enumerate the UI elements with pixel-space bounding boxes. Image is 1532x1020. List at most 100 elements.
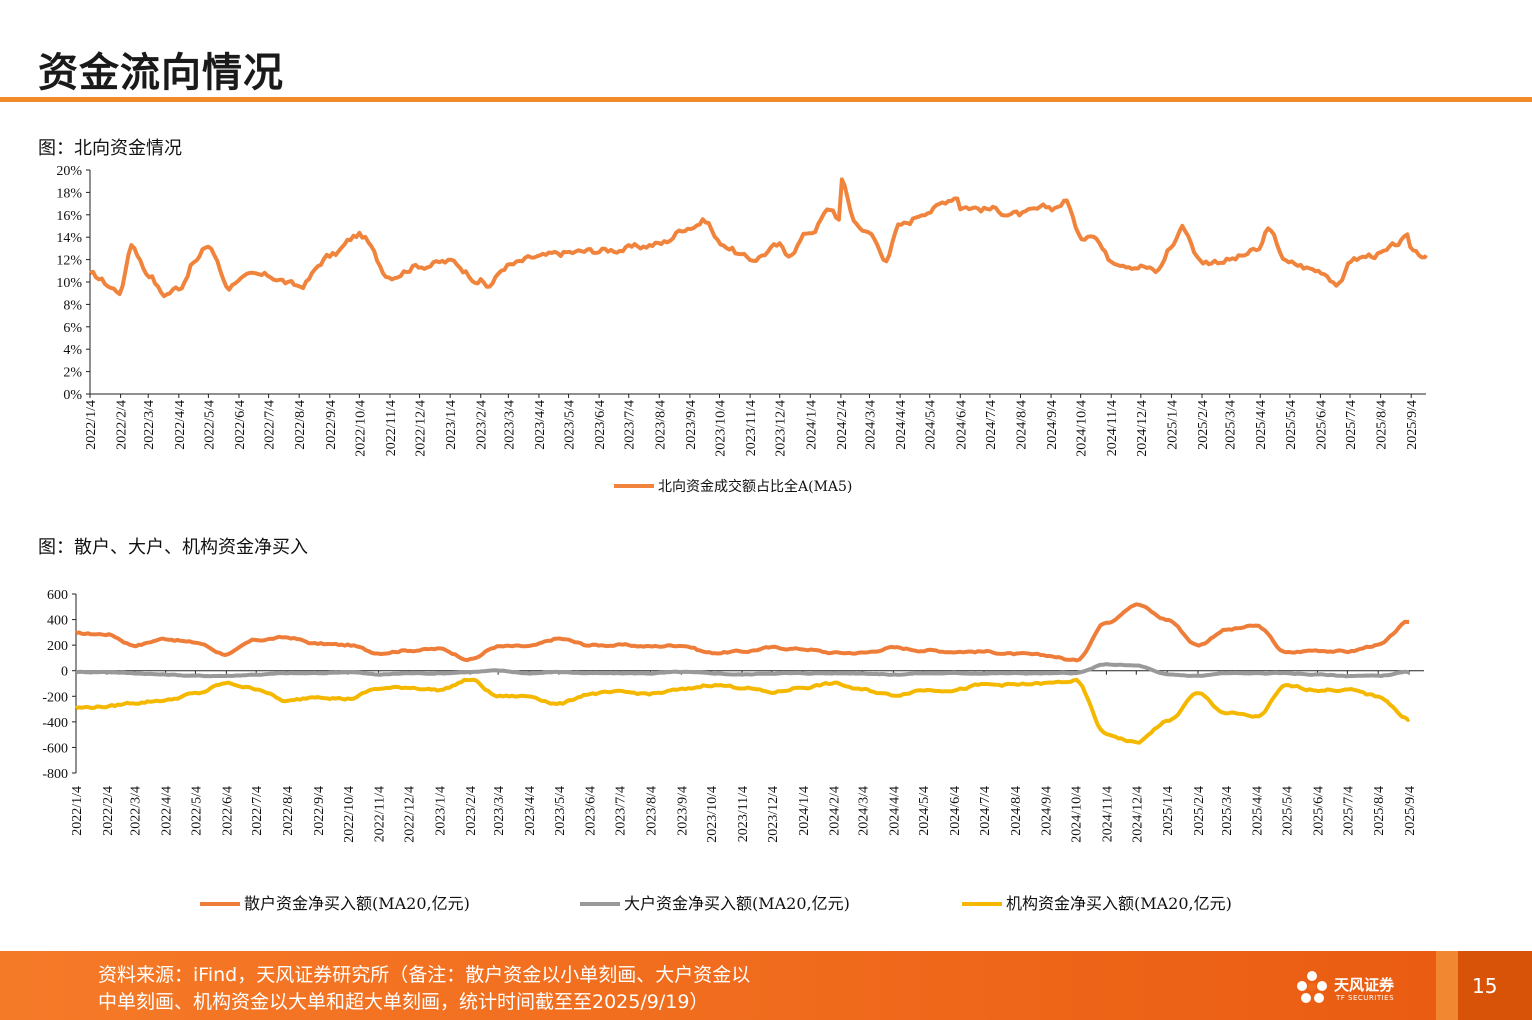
y-tick-label: 400 (47, 614, 68, 629)
x-tick-label: 2023/9/4 (684, 400, 699, 450)
y-tick-label: 20% (56, 164, 82, 179)
x-tick-label: 2022/3/4 (129, 786, 144, 836)
x-tick-label: 2023/4/4 (533, 400, 548, 450)
y-tick-label: 8% (63, 298, 82, 313)
x-tick-label: 2023/10/4 (714, 400, 729, 457)
x-tick-label: 2023/4/4 (523, 786, 538, 836)
x-tick-label: 2024/5/4 (924, 400, 939, 450)
x-tick-label: 2023/8/4 (653, 400, 668, 450)
x-tick-label: 2024/11/4 (1105, 400, 1120, 456)
source-note-line2: 中单刻画、机构资金以大单和超大单刻画，统计时间截至至2025/9/19） (98, 991, 709, 1013)
x-tick-label: 2023/2/4 (464, 786, 479, 836)
y-tick-label: 10% (56, 276, 82, 291)
x-tick-label: 2024/6/4 (954, 400, 969, 450)
x-tick-label: 2024/7/4 (978, 786, 993, 836)
x-tick-label: 2023/11/4 (744, 400, 759, 456)
x-tick-label: 2023/9/4 (675, 786, 690, 836)
x-tick-label: 2023/7/4 (614, 786, 629, 836)
x-tick-label: 2024/7/4 (984, 400, 999, 450)
x-tick-label: 2024/9/4 (1040, 786, 1055, 836)
x-tick-label: 2023/7/4 (623, 400, 638, 450)
x-tick-label: 2022/6/4 (233, 400, 248, 450)
series-line-3 (75, 677, 1411, 745)
x-tick-label: 2025/6/4 (1311, 786, 1326, 836)
x-tick-label: 2025/1/4 (1165, 400, 1180, 450)
x-tick-label: 2022/5/4 (202, 400, 217, 450)
y-tick-label: 6% (63, 321, 82, 336)
x-tick-label: 2024/2/4 (835, 400, 850, 450)
x-tick-label: 2022/11/4 (384, 400, 399, 456)
x-tick-label: 2022/2/4 (115, 400, 130, 450)
x-tick-label: 2022/12/4 (414, 400, 429, 457)
x-tick-label: 2025/3/4 (1224, 400, 1239, 450)
x-tick-label: 2023/10/4 (705, 786, 720, 843)
x-tick-label: 2022/3/4 (142, 400, 157, 450)
x-tick-label: 2025/6/4 (1314, 400, 1329, 450)
x-tick-label: 2023/6/4 (593, 400, 608, 450)
x-tick-label: 2023/3/4 (502, 400, 517, 450)
x-tick-label: 2023/8/4 (644, 786, 659, 836)
x-tick-label: 2024/5/4 (917, 786, 932, 836)
x-tick-label: 2023/2/4 (475, 400, 490, 450)
x-tick-label: 2025/1/4 (1161, 786, 1176, 836)
x-tick-label: 2022/12/4 (403, 786, 418, 843)
x-tick-label: 2025/8/4 (1372, 786, 1387, 836)
figure1-caption: 图：北向资金情况 (38, 138, 182, 159)
x-tick-label: 2022/1/4 (70, 786, 85, 836)
x-tick-label: 2024/3/4 (863, 400, 878, 450)
y-tick-label: 16% (56, 209, 82, 224)
x-tick-label: 2022/10/4 (342, 786, 357, 843)
y-tick-label: 0 (61, 665, 68, 680)
x-tick-label: 2022/1/4 (84, 400, 99, 450)
x-tick-label: 2024/11/4 (1100, 786, 1115, 842)
source-note: 资料来源：iFind，天风证券研究所（备注：散户资金以小单刻画、大户资金以 中单… (98, 962, 998, 1016)
x-tick-label: 2022/8/4 (281, 786, 296, 836)
logo-flower-icon (1297, 971, 1327, 1003)
x-tick-label: 2022/9/4 (312, 786, 327, 836)
x-tick-label: 2025/8/4 (1375, 400, 1390, 450)
x-tick-label: 2024/9/4 (1045, 400, 1060, 450)
x-tick-label: 2025/5/4 (1284, 400, 1299, 450)
x-tick-label: 2022/6/4 (220, 786, 235, 836)
x-tick-label: 2025/2/4 (1196, 400, 1211, 450)
x-tick-label: 2024/6/4 (948, 786, 963, 836)
footer-background (0, 951, 1532, 1020)
y-tick-label: 600 (47, 588, 68, 603)
y-tick-label: -200 (42, 690, 68, 705)
legend-label-3: 机构资金净买入额(MA20,亿元) (1006, 894, 1232, 913)
x-tick-label: 2023/11/4 (736, 786, 751, 842)
x-tick-label: 2024/1/4 (804, 400, 819, 450)
x-tick-label: 2022/5/4 (189, 786, 204, 836)
x-tick-label: 2022/7/4 (263, 400, 278, 450)
x-tick-label: 2024/12/4 (1130, 786, 1145, 843)
x-tick-label: 2024/4/4 (894, 400, 909, 450)
y-tick-label: 14% (56, 231, 82, 246)
legend-label-1: 北向资金成交额占比全A(MA5) (658, 478, 852, 495)
y-tick-label: 2% (63, 366, 82, 381)
x-tick-label: 2023/5/4 (563, 400, 578, 450)
y-tick-label: 12% (56, 254, 82, 269)
x-tick-label: 2023/1/4 (444, 400, 459, 450)
x-tick-label: 2024/1/4 (797, 786, 812, 836)
x-tick-label: 2025/5/4 (1281, 786, 1296, 836)
y-tick-label: 18% (56, 186, 82, 201)
series-line-1 (89, 177, 1428, 299)
page-number: 15 (1472, 974, 1498, 998)
x-tick-label: 2025/7/4 (1341, 786, 1356, 836)
x-tick-label: 2024/10/4 (1070, 786, 1085, 843)
x-tick-label: 2024/8/4 (1009, 786, 1024, 836)
x-tick-label: 2024/2/4 (828, 786, 843, 836)
x-tick-label: 2025/4/4 (1254, 400, 1269, 450)
x-tick-label: 2024/12/4 (1135, 400, 1150, 457)
x-tick-label: 2022/10/4 (353, 400, 368, 457)
x-tick-label: 2025/9/4 (1405, 400, 1420, 450)
x-tick-label: 2022/8/4 (293, 400, 308, 450)
x-tick-label: 2024/8/4 (1014, 400, 1029, 450)
x-tick-label: 2025/4/4 (1251, 786, 1266, 836)
x-tick-label: 2024/4/4 (887, 786, 902, 836)
source-note-line1: 资料来源：iFind，天风证券研究所（备注：散户资金以小单刻画、大户资金以 (98, 964, 751, 986)
legend-label-1: 散户资金净买入额(MA20,亿元) (244, 894, 470, 913)
footer-bar (0, 951, 1532, 1020)
northbound-chart: 0% 2% 4% 6% 8% 10% 12% 14% 16% 18% 20% 2022/1/4 2022… (56, 164, 1428, 495)
series-line-1 (75, 602, 1411, 663)
